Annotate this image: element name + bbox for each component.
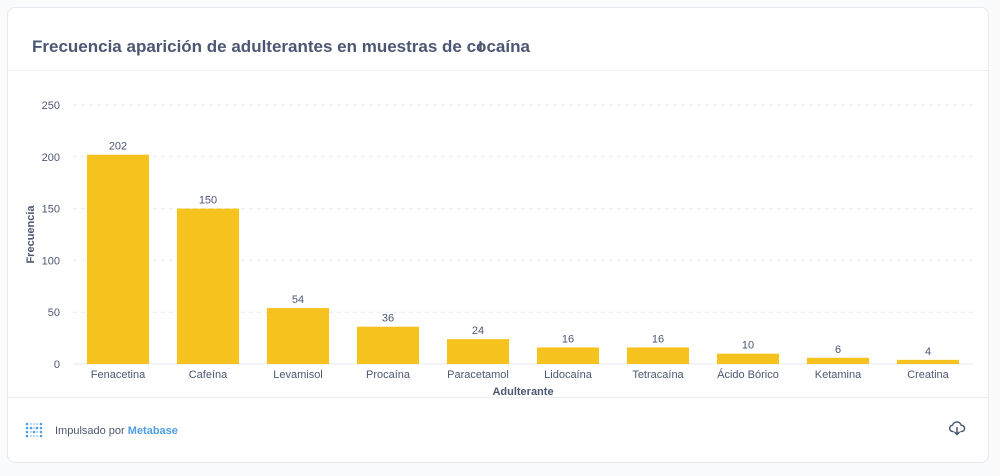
y-tick-label: 200 [42,152,60,164]
x-tick-label: Creatina [907,369,949,381]
bar-chart: 0 50 100 150 200 250 202 Fenacetina 150 Cafeína 54… [8,70,990,400]
cloud-download-icon[interactable] [948,420,966,441]
bar [626,347,690,364]
data-label: 16 [652,333,664,345]
y-tick-label: 0 [54,359,60,371]
x-tick-label: Levamisol [273,369,323,381]
y-axis-title: Frecuencia [25,205,37,264]
bar [266,308,330,364]
bar [716,353,780,364]
metabase-logo-icon[interactable] [25,422,43,443]
x-tick-label: Ácido Bórico [717,368,779,381]
x-tick-label: Procaína [366,369,411,381]
x-tick-label: Ketamina [815,369,862,381]
bar [446,339,510,364]
data-label: 24 [472,325,484,337]
y-tick-label: 50 [48,307,60,319]
bar [536,347,600,364]
data-label: 202 [109,141,127,153]
bar [176,208,240,364]
data-label: 6 [835,344,841,356]
x-tick-label: Tetracaína [632,369,684,381]
info-icon[interactable]: i [478,40,483,55]
data-label: 54 [292,294,304,306]
x-axis-title: Adulterante [492,386,553,398]
x-tick-label: Fenacetina [91,369,146,381]
data-label: 10 [742,340,754,352]
chart-title: Frecuencia aparición de adulterantes en … [32,37,530,56]
y-tick-label: 250 [42,100,60,112]
dashboard-card: Frecuencia aparición de adulterantes en … [7,7,989,463]
bar [356,326,420,364]
data-label: 4 [925,346,931,358]
card-header: Frecuencia aparición de adulterantes en … [8,8,988,71]
powered-by-label: Impulsado por [55,425,125,437]
card-footer: Impulsado por Metabase [8,397,988,462]
x-tick-label: Paracetamol [447,369,509,381]
y-tick-label: 150 [42,204,60,216]
chart-svg: 0 50 100 150 200 250 202 Fenacetina 150 Cafeína 54… [25,100,973,398]
data-label: 150 [199,195,217,207]
data-label: 16 [562,333,574,345]
y-tick-label: 100 [42,255,60,267]
bar [896,359,960,364]
data-label: 36 [382,313,394,325]
metabase-link[interactable]: Metabase [127,425,178,437]
x-tick-label: Cafeína [189,369,228,381]
bar [806,357,870,364]
x-tick-label: Lidocaína [544,369,593,381]
bar [86,154,150,364]
powered-by-text: Impulsado por Metabase [55,425,178,437]
